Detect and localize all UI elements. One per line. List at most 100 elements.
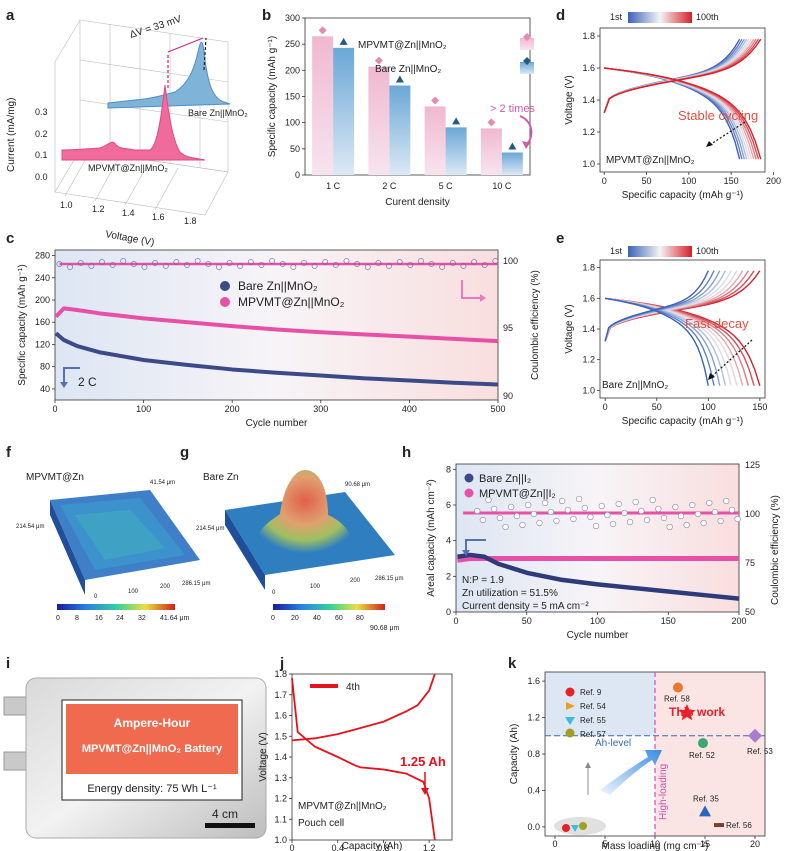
label-bare-a: Bare Zn||MnO₂ [188,108,248,118]
x-tick-label: 0 [289,843,294,851]
y-tick-label: 0.0 [527,822,540,832]
legend-marker-k [565,717,575,725]
point-label: Ref. 53 [747,747,773,756]
y-tick-label: 300 [285,13,300,23]
ce-marker-bare [598,502,605,510]
ce-marker-bare [386,263,392,269]
y2-axis-c: 100 95 90 [503,256,518,401]
ce-marker-bare [439,264,446,270]
legend-label-h: Bare Zn||I₂ [479,473,531,485]
panel-letter-h: h [402,444,411,461]
bar [312,36,334,175]
panel-a: a ΔV = 33 mV Bare Zn||MnO₂ MPVMT@Zn||MnO… [6,7,248,249]
y2-tick-c: 95 [503,323,513,333]
point-label: Ref. 35 [693,794,719,803]
x-tick-label: 500 [490,404,505,414]
y-tick-label: 1.0 [274,835,287,845]
panel-c: c 0 100 200 300 400 500 40 80 120 160 200 240 280 Cyc… [6,230,541,429]
legend-marker-c [220,297,230,307]
legend-label-k: Ref. 54 [580,702,606,711]
ce-marker-bare [689,501,696,509]
panel-h: h 0 50 100 150 200 0 2 4 6 8 Cycle number Areal cap… [402,444,781,641]
y-tick-label: 200 [35,295,50,305]
discharge-curve [605,297,709,386]
ce-marker-bare [184,262,190,268]
y2-tick-h: 75 [745,558,755,568]
ce-marker-bare [354,261,361,267]
bar [389,85,411,175]
panel-letter-c: c [6,230,14,247]
x-tick-label: 100 [136,404,151,414]
y-tick-label: 1.4 [582,95,595,105]
ce-marker-bare [592,522,600,530]
x-tick-label: 5 [602,839,607,849]
ce-marker-bare [237,263,244,269]
cbar-tick-g: 20 [291,615,299,622]
surface-side-f [50,500,85,595]
y-tick-label: 1.6 [274,711,287,721]
plot-frame [54,249,499,401]
charge-curve [604,270,709,342]
ce-marker-bare [547,508,554,516]
region-high-label: High-loading [658,764,669,820]
panel-h-plot: 0 50 100 150 200 0 2 4 6 8 Cycle number Areal capac… [426,463,747,641]
bar-marker [395,75,404,83]
legend-b: MPVMT@Zn||MnO₂ Bare Zn||MnO₂ [358,33,534,75]
y-tick-label: 100 [285,118,300,128]
panel-e: e 0 50 100 150 1.0 1.2 1.4 1.6 1.8 Specific capac… [556,230,767,427]
panel-h-background [456,464,739,612]
z-tick-a: 0.2 [35,129,48,139]
dendrite-mound-g [255,470,355,558]
left-axis-arrow-c [63,367,80,386]
y2-label-h: Coulombic efficiency (%) [770,495,781,605]
y-tick-label: 1.0 [582,159,595,169]
cbar-tick-g: 90.68 μm [370,625,399,632]
bar [501,152,523,175]
tick-f: 200 [160,584,171,590]
legend-c: Bare Zn||MnO₂ MPVMT@Zn||MnO₂ [220,279,345,309]
y-tick-label: 1.8 [274,669,287,679]
note-d: Stable cycling [678,108,758,123]
annotation-j: 1.25 Ah [400,754,446,769]
curve-mpvmt-zn-mno2 [61,84,206,161]
ce-marker-bare [564,506,571,514]
ce-marker-bare [407,262,414,268]
ce-marker-bare [570,515,577,523]
y-tick-label: 40 [40,384,50,394]
scale-bar-i [205,823,255,828]
ce-marker-bare [120,258,127,264]
ce-marker-bare [247,259,254,265]
ce-marker-bare [723,497,730,505]
bar [368,66,390,175]
ce-marker-bare [609,520,617,528]
bar-marker [508,142,517,150]
x-tick-label: 100 [590,616,605,626]
x-tick-label: 200 [766,176,781,186]
y-tick-label: 6 [446,500,451,510]
legend-label-k: Ref. 9 [580,688,602,697]
bar-marker [374,56,383,65]
y-tick-label: 200 [285,65,300,75]
ce-marker-bare [173,259,180,265]
point-marker [698,738,708,749]
point-label: Ref. 56 [726,821,752,830]
delta-v-label: ΔV = 33 mV [129,14,184,41]
ce-marker-bare [677,512,685,520]
ce-marker-bare [152,260,159,266]
cbar-tick-f: 24 [116,615,124,622]
panel-letter-f: f [6,444,12,461]
colorbar-e [628,246,692,257]
y-tick-label: 0.8 [527,749,540,759]
panel-letter-j: j [279,655,284,672]
bar-marker [431,96,440,105]
x-tick-label: 0 [453,616,458,626]
point-label: Ref. 58 [664,694,690,703]
y2-tick-c: 90 [503,391,513,401]
delta-v-arrow [167,37,204,53]
bar-marker [318,26,327,35]
cbar-first-d: 1st [610,12,623,22]
cbar-tick-g: 40 [313,615,321,622]
colorbar-g [273,604,385,610]
panel-letter-e: e [556,230,564,247]
tab-top-i [3,696,29,716]
